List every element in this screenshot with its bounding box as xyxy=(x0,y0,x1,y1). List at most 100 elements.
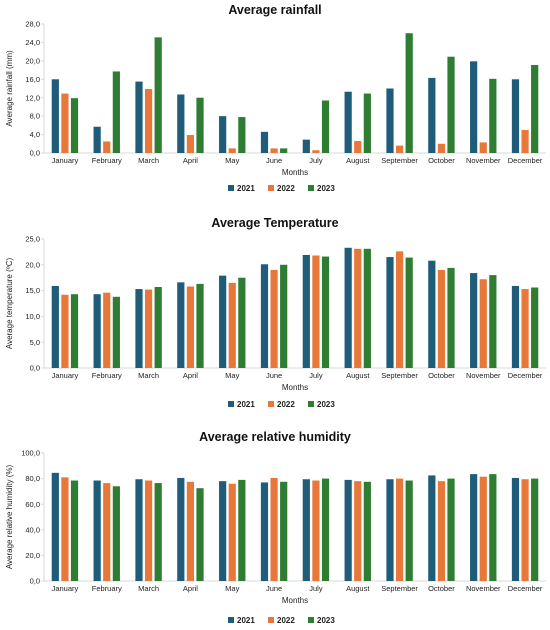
legend-swatch-2022 xyxy=(268,617,274,623)
legend-swatch-2023 xyxy=(308,401,314,407)
legend-swatch-2021 xyxy=(228,401,234,407)
x-tick-label: November xyxy=(466,156,501,165)
bar-2021-january xyxy=(51,79,59,153)
legend-label-2023: 2023 xyxy=(317,616,335,625)
x-tick-label: August xyxy=(346,584,370,593)
bar-2021-july xyxy=(302,139,310,153)
bar-2023-may xyxy=(238,277,246,368)
bar-2022-june xyxy=(270,269,278,368)
legend-swatch-2023 xyxy=(308,617,314,623)
bar-2023-march xyxy=(154,483,162,581)
bar-2021-april xyxy=(177,94,185,153)
bar-2021-october xyxy=(428,475,436,581)
bar-2021-september xyxy=(386,88,394,153)
y-tick-label: 20,0 xyxy=(25,551,40,560)
y-tick-label: 10,0 xyxy=(25,312,40,321)
legend-label-2022: 2022 xyxy=(277,400,295,409)
legend-swatch-2022 xyxy=(268,401,274,407)
bar-2022-march xyxy=(144,480,153,581)
bar-2021-june xyxy=(260,131,269,153)
x-tick-label: April xyxy=(183,584,198,593)
y-tick-label: 4,0 xyxy=(30,130,40,139)
bar-2022-february xyxy=(103,141,111,153)
bar-2022-february xyxy=(103,483,111,581)
bar-2022-october xyxy=(437,481,446,581)
bar-2023-september xyxy=(405,33,413,153)
x-tick-label: July xyxy=(309,584,323,593)
bar-2023-june xyxy=(280,148,288,153)
bar-2022-june xyxy=(270,477,278,581)
legend-swatch-2022 xyxy=(268,185,274,191)
bar-2022-december xyxy=(521,129,529,153)
y-axis-label: Average relative humidity (%) xyxy=(5,464,14,569)
y-axis-label: Average rainfall (mm) xyxy=(5,50,14,127)
legend: 2021 2022 2023 xyxy=(228,184,335,193)
bar-2022-november xyxy=(479,476,487,581)
bar-2023-july xyxy=(321,256,330,368)
bar-2021-november xyxy=(470,273,478,368)
y-tick-label: 20,0 xyxy=(25,260,40,269)
legend-swatch-2021 xyxy=(228,617,234,623)
chart-panel-3: Average relative humidity 0,0 20,0 40,0 60,0… xyxy=(5,430,546,625)
bar-2023-february xyxy=(112,486,120,581)
bar-2022-december xyxy=(521,479,529,581)
y-tick-label: 0,0 xyxy=(30,577,40,586)
bar-2022-november xyxy=(479,279,487,368)
y-tick-label: 16,0 xyxy=(25,75,40,84)
x-tick-label: June xyxy=(266,584,282,593)
bar-2022-may xyxy=(228,148,236,153)
bar-2023-july xyxy=(321,100,330,153)
bar-2022-january xyxy=(61,477,69,581)
x-tick-label: May xyxy=(225,156,239,165)
x-tick-label: April xyxy=(183,156,198,165)
bar-2021-february xyxy=(93,294,101,368)
bar-2022-september xyxy=(395,145,404,153)
x-tick-label: December xyxy=(508,371,543,380)
x-tick-label: October xyxy=(428,371,455,380)
bar-2023-november xyxy=(489,474,497,581)
bar-2022-october xyxy=(437,143,446,153)
bar-2022-february xyxy=(103,292,111,368)
legend-label-2023: 2023 xyxy=(317,400,335,409)
y-tick-label: 24,0 xyxy=(25,38,40,47)
bar-2022-july xyxy=(312,480,320,581)
y-tick-label: 5,0 xyxy=(30,338,40,347)
bar-2021-october xyxy=(428,77,436,153)
bar-2023-january xyxy=(70,98,79,153)
bar-2021-september xyxy=(386,257,394,368)
bar-2023-december xyxy=(531,287,539,368)
y-tick-label: 0,0 xyxy=(30,364,40,373)
bar-2022-may xyxy=(228,483,236,581)
legend-label-2021: 2021 xyxy=(237,400,255,409)
legend: 2021 2022 2023 xyxy=(228,616,335,625)
x-tick-label: June xyxy=(266,371,282,380)
bar-2023-november xyxy=(489,275,497,368)
x-tick-label: October xyxy=(428,584,455,593)
bar-2021-august xyxy=(344,479,352,581)
bar-2023-november xyxy=(489,78,497,153)
bar-2023-february xyxy=(112,71,120,153)
bar-2023-february xyxy=(112,296,120,368)
bar-2021-march xyxy=(135,289,143,368)
x-tick-label: January xyxy=(52,584,79,593)
bar-2023-march xyxy=(154,37,162,153)
bar-2023-april xyxy=(196,488,204,581)
x-tick-label: June xyxy=(266,156,282,165)
x-tick-label: December xyxy=(508,156,543,165)
x-tick-label: February xyxy=(92,371,122,380)
legend-swatch-2023 xyxy=(308,185,314,191)
bar-2021-may xyxy=(219,275,227,368)
bar-2022-may xyxy=(228,282,236,368)
bar-2022-july xyxy=(312,255,320,368)
bar-2022-september xyxy=(395,251,404,368)
bar-2021-december xyxy=(511,477,520,581)
bar-2022-august xyxy=(354,481,362,581)
bar-2022-november xyxy=(479,142,487,153)
bar-2023-may xyxy=(238,117,246,153)
x-tick-label: November xyxy=(466,584,501,593)
bar-2023-september xyxy=(405,480,413,581)
bar-2021-april xyxy=(177,282,185,368)
y-axis-label: Average temperature (ºC) xyxy=(5,258,14,350)
legend-swatch-2021 xyxy=(228,185,234,191)
y-tick-label: 60,0 xyxy=(25,500,40,509)
